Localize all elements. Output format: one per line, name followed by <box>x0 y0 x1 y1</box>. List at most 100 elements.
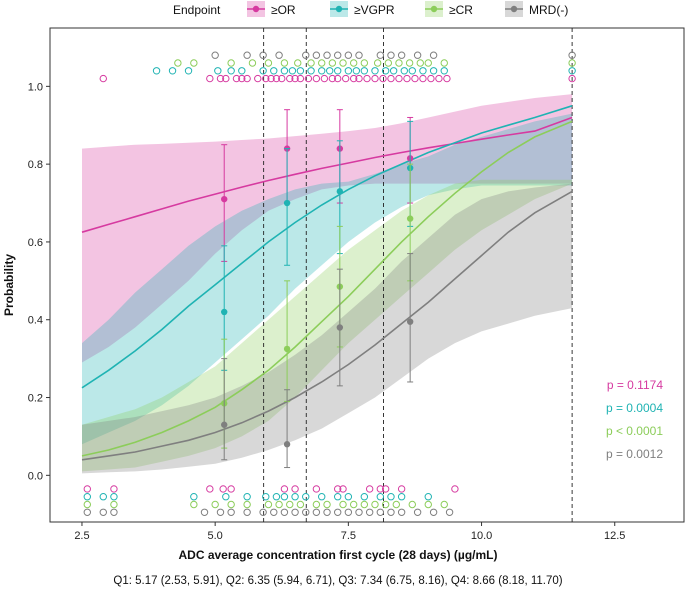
rug-nonresponder-cr <box>296 500 305 509</box>
y-tick-label: 0.8 <box>28 159 43 171</box>
rug-nonresponder-mrd <box>323 508 331 516</box>
p-values: p = 0.1174 p = 0.0004 p < 0.0001 p = 0.0012 <box>606 378 663 461</box>
rug-responder-or <box>304 74 313 83</box>
rug-nonresponder-mrd <box>365 508 374 516</box>
rug-responder-cr <box>395 59 403 67</box>
y-tick-label: 0.4 <box>28 315 43 327</box>
rug-nonresponder-or <box>333 485 342 493</box>
rug-responder-cr <box>405 59 414 67</box>
rug-nonresponder-vgpr <box>99 493 107 501</box>
rug-nonresponder-cr <box>286 500 294 509</box>
rug-responder-or <box>341 74 350 83</box>
rug-nonresponder-or <box>110 485 118 493</box>
rug-responder-or <box>312 74 321 83</box>
rug-nonresponder-cr <box>339 500 347 509</box>
rug-nonresponder-cr <box>275 500 283 509</box>
rug-nonresponder-mrd <box>259 508 267 516</box>
x-tick-label: 7.5 <box>341 530 356 542</box>
rug-points <box>83 51 576 516</box>
rug-nonresponder-mrd <box>355 508 363 516</box>
y-tick-label: 0.2 <box>28 393 43 405</box>
rug-responder-mrd <box>355 51 363 59</box>
rug-responder-vgpr <box>288 67 297 75</box>
rug-nonresponder-vgpr <box>397 493 406 501</box>
rug-nonresponder-cr <box>424 500 432 509</box>
rug-nonresponder-vgpr <box>190 493 198 501</box>
rug-responder-mrd <box>243 51 251 59</box>
rug-responder-or <box>222 74 230 83</box>
rug-nonresponder-cr <box>110 500 118 509</box>
rug-responder-cr <box>294 59 302 67</box>
rug-responder-vgpr <box>429 67 438 75</box>
rug-responder-cr <box>264 59 273 67</box>
rug-nonresponder-cr <box>264 500 273 509</box>
rug-nonresponder-vgpr <box>262 493 270 501</box>
rug-nonresponder-or <box>451 485 459 493</box>
plot-panel <box>49 27 685 523</box>
rug-nonresponder-mrd <box>397 508 406 516</box>
rug-nonresponder-mrd <box>99 508 107 516</box>
rug-responder-or <box>403 74 411 83</box>
rug-responder-or <box>363 74 371 83</box>
rug-nonresponder-or <box>83 485 91 493</box>
legend-label-or: ≥OR <box>271 3 296 17</box>
p-value-cr: p < 0.0001 <box>606 424 663 438</box>
rug-responder-vgpr <box>214 67 222 75</box>
rug-responder-or <box>435 74 443 83</box>
rug-responder-cr <box>328 59 337 67</box>
rug-responder-or <box>333 74 342 83</box>
rug-responder-mrd <box>429 51 438 59</box>
rug-nonresponder-mrd <box>270 508 278 516</box>
legend: Endpoint ≥OR ≥VGPR ≥CR MRD(-) <box>173 1 568 17</box>
rug-nonresponder-or <box>376 485 385 493</box>
rug-nonresponder-vgpr <box>291 493 299 501</box>
rug-responder-vgpr <box>568 67 576 75</box>
rug-nonresponder-cr <box>312 500 321 509</box>
rug-nonresponder-vgpr <box>387 493 395 501</box>
rug-responder-mrd <box>376 51 385 59</box>
band-or <box>82 94 573 363</box>
rug-nonresponder-or <box>280 485 289 493</box>
rug-responder-or <box>291 74 299 83</box>
observed-point-mrd <box>406 318 414 325</box>
rug-responder-vgpr <box>419 67 427 75</box>
fit-curve-cr <box>81 120 573 457</box>
rug-responder-or <box>296 74 305 83</box>
observed-point-mrd <box>221 421 228 428</box>
rug-nonresponder-mrd <box>83 508 91 516</box>
rug-nonresponder-mrd <box>344 508 353 516</box>
rug-responder-or <box>243 74 251 83</box>
y-axis-title: Probability <box>2 254 16 316</box>
fit-curve-vgpr <box>81 105 573 389</box>
rug-responder-or <box>568 74 576 83</box>
rug-nonresponder-vgpr <box>360 493 369 501</box>
rug-nonresponder-cr <box>243 500 251 509</box>
rug-responder-vgpr <box>440 67 448 75</box>
rug-nonresponder-vgpr <box>243 493 251 501</box>
rug-responder-vgpr <box>326 67 334 75</box>
y-tick-label: 1.0 <box>28 81 43 93</box>
rug-nonresponder-mrd <box>413 508 422 516</box>
rug-responder-mrd <box>275 51 283 59</box>
legend-key-point-cr <box>430 5 438 13</box>
rug-responder-or <box>232 74 241 83</box>
rug-nonresponder-vgpr <box>376 493 385 501</box>
x-tick-label: 10.0 <box>471 530 492 542</box>
fit-curve-mrd <box>81 190 573 461</box>
rug-nonresponder-mrd <box>291 508 299 516</box>
rug-responder-vgpr <box>400 67 408 75</box>
rug-responder-vgpr <box>371 67 379 75</box>
rug-responder-vgpr <box>381 67 390 75</box>
p-value-vgpr: p = 0.0004 <box>606 401 663 415</box>
observed-point-cr <box>406 215 414 222</box>
rug-nonresponder-or <box>227 485 235 493</box>
rug-nonresponder-cr <box>360 500 369 509</box>
rug-responder-mrd <box>211 51 219 59</box>
rug-responder-or <box>427 74 435 83</box>
rug-responder-or <box>320 74 329 83</box>
rug-responder-mrd <box>568 51 576 59</box>
rug-responder-mrd <box>312 51 321 59</box>
rug-responder-cr <box>568 59 576 67</box>
legend-key-point-or <box>252 5 260 13</box>
